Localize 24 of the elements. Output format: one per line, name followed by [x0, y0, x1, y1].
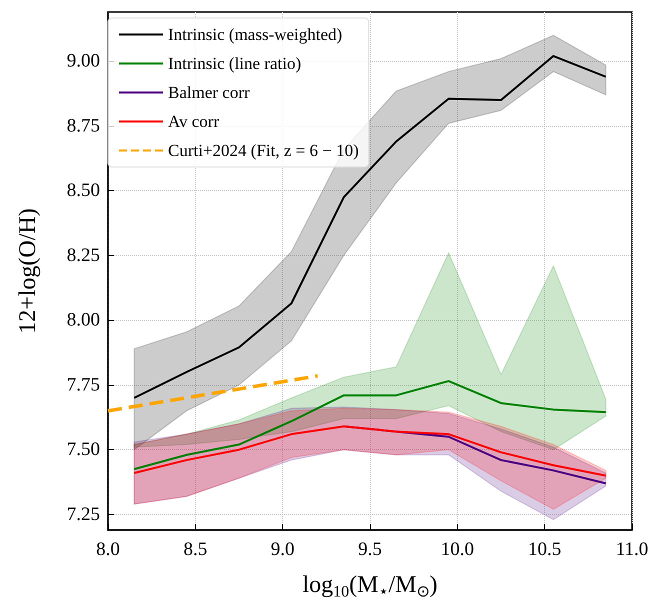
y-tick-label: 8.50 — [66, 180, 100, 202]
x-tick-label: 10.0 — [440, 539, 474, 560]
y-tick-label: 8.25 — [66, 244, 100, 266]
x-tick-label: 10.5 — [528, 539, 562, 560]
y-tick-label: 7.25 — [66, 504, 100, 525]
legend-label: Intrinsic (mass-weighted) — [168, 25, 342, 44]
y-tick-label: 9.00 — [66, 50, 100, 72]
x-tick-label: 11.0 — [616, 539, 648, 560]
legend-label: Intrinsic (line ratio) — [168, 54, 302, 73]
y-tick-label: 8.00 — [66, 310, 100, 331]
x-tick-label: 9.0 — [270, 539, 295, 560]
x-tick-label: 8.0 — [96, 539, 120, 560]
line-series — [133, 55, 607, 399]
y-tick-label: 8.75 — [66, 115, 100, 136]
x-tick-label: 8.5 — [183, 539, 208, 560]
legend-label: Curti+2024 (Fit, z = 6 − 10) — [168, 141, 359, 160]
y-tick-label: 7.50 — [66, 439, 100, 460]
x-tick-label: 9.5 — [358, 539, 382, 560]
legend-label: Av corr — [168, 112, 220, 131]
y-tick-label: 7.75 — [66, 374, 100, 396]
line-series — [133, 425, 607, 477]
line-series — [133, 380, 607, 470]
legend-label: Balmer corr — [168, 83, 250, 102]
y-axis-title: 12+log(O/H) — [15, 208, 41, 334]
